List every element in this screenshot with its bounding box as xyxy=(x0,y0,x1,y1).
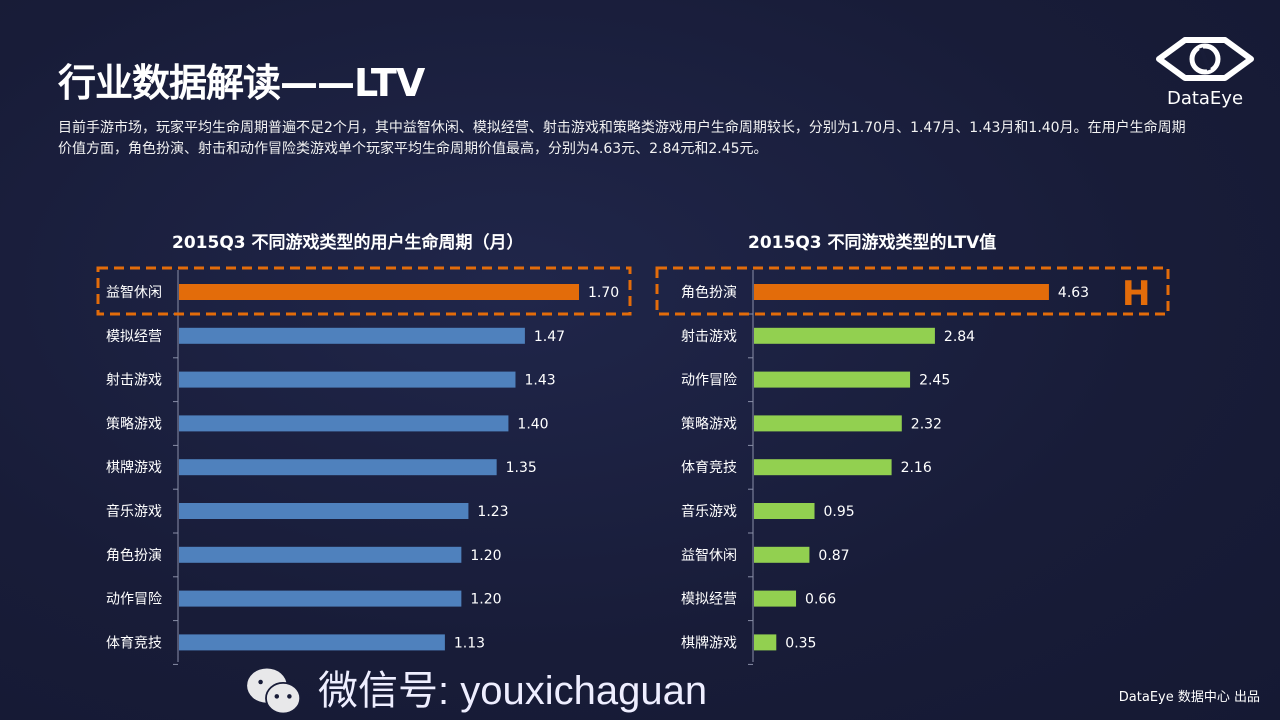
wechat-icon xyxy=(247,668,302,715)
value-label: 0.87 xyxy=(818,548,849,564)
category-label: 射击游戏 xyxy=(681,329,737,345)
bar-动作冒险 xyxy=(179,590,462,607)
credit: DataEye 数据中心 出品 xyxy=(1118,690,1260,705)
bar-棋牌游戏 xyxy=(179,459,497,476)
value-label: 4.63 xyxy=(1058,285,1089,301)
category-label: 动作冒险 xyxy=(681,373,737,389)
highlight-box xyxy=(655,266,1170,316)
value-label: 1.70 xyxy=(588,285,619,301)
value-label: 0.66 xyxy=(805,592,836,608)
page-title: 行业数据解读——LTV xyxy=(58,61,425,105)
bar-体育竞技 xyxy=(754,459,892,476)
description: 目前手游市场，玩家平均生命周期普遍不足2个月，其中益智休闲、模拟经营、射击游戏和… xyxy=(58,120,1186,157)
bar-射击游戏 xyxy=(179,371,516,388)
left-chart-title: 2015Q3 不同游戏类型的用户生命周期（月） xyxy=(172,233,524,253)
value-label: 1.43 xyxy=(524,373,555,389)
bar-音乐游戏 xyxy=(179,503,469,519)
bar-角色扮演 xyxy=(179,546,462,563)
eye-icon xyxy=(1156,37,1254,81)
value-label: 1.40 xyxy=(517,416,548,432)
bar-模拟经营 xyxy=(179,327,525,344)
bar-射击游戏 xyxy=(754,327,935,344)
value-label: 2.84 xyxy=(944,329,975,345)
value-label: 1.20 xyxy=(470,548,501,564)
category-label: 益智休闲 xyxy=(681,548,737,564)
right-chart-title: 2015Q3 不同游戏类型的LTV值 xyxy=(748,233,997,253)
category-label: 益智休闲 xyxy=(106,285,162,301)
category-label: 动作冒险 xyxy=(106,592,162,608)
category-label: 音乐游戏 xyxy=(681,503,737,520)
category-label: 音乐游戏 xyxy=(106,503,162,520)
value-label: 1.35 xyxy=(506,460,537,476)
highlight-mark: H xyxy=(1122,274,1150,314)
bar-体育竞技 xyxy=(179,634,445,651)
highlight-box xyxy=(96,266,632,316)
value-label: 2.32 xyxy=(911,416,942,432)
value-label: 0.95 xyxy=(824,504,855,520)
value-label: 2.16 xyxy=(901,460,932,476)
bar-益智休闲 xyxy=(754,546,810,563)
value-label: 0.35 xyxy=(785,635,816,651)
category-label: 体育竞技 xyxy=(681,459,737,476)
value-label: 1.23 xyxy=(477,504,508,520)
bar-动作冒险 xyxy=(754,371,911,388)
category-label: 棋牌游戏 xyxy=(106,459,162,476)
logo-text: DataEye xyxy=(1166,88,1244,109)
bar-棋牌游戏 xyxy=(754,634,777,651)
bar-角色扮演 xyxy=(754,284,1049,300)
value-label: 2.45 xyxy=(919,373,950,389)
bar-策略游戏 xyxy=(754,415,902,432)
category-label: 策略游戏 xyxy=(106,415,162,432)
watermark-text: 微信号: youxichaguan xyxy=(318,669,708,713)
dataeye-logo: DataEye xyxy=(1150,36,1260,109)
category-label: 体育竞技 xyxy=(106,634,162,651)
category-label: 模拟经营 xyxy=(106,329,162,345)
value-label: 1.47 xyxy=(534,329,565,345)
category-label: 模拟经营 xyxy=(681,592,737,608)
category-label: 棋牌游戏 xyxy=(681,634,737,651)
category-label: 策略游戏 xyxy=(681,415,737,432)
bar-益智休闲 xyxy=(179,284,580,300)
category-label: 射击游戏 xyxy=(106,373,162,389)
bar-策略游戏 xyxy=(179,415,509,432)
category-label: 角色扮演 xyxy=(681,284,737,301)
value-label: 1.20 xyxy=(470,592,501,608)
category-label: 角色扮演 xyxy=(106,547,162,564)
bar-模拟经营 xyxy=(754,590,797,607)
value-label: 1.13 xyxy=(454,635,485,651)
wechat-watermark: 微信号: youxichaguan xyxy=(240,664,707,718)
bar-音乐游戏 xyxy=(754,503,815,519)
